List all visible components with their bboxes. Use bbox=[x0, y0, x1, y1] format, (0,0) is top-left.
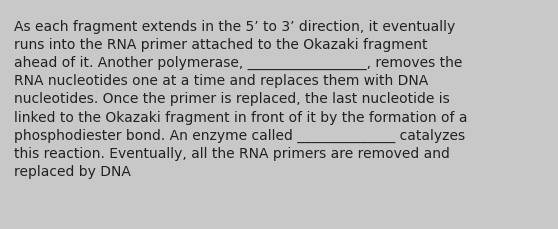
Text: As each fragment extends in the 5’ to 3’ direction, it eventually
runs into the : As each fragment extends in the 5’ to 3’… bbox=[14, 19, 468, 178]
